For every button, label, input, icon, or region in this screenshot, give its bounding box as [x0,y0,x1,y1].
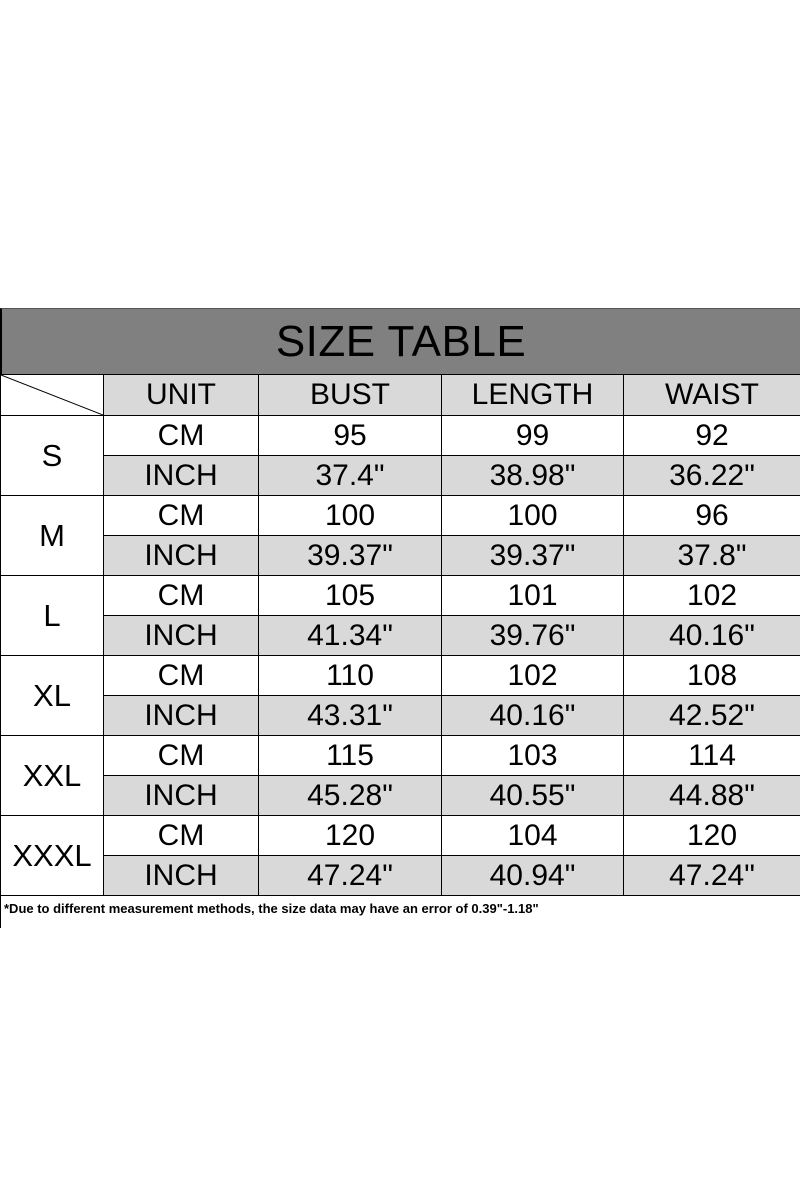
unit-cell: INCH [103,455,259,496]
value-cell: 37.4" [258,455,442,496]
unit-cell: INCH [103,615,259,656]
value-cell: 95 [258,415,442,456]
unit-cell: CM [103,575,259,616]
table-row-cm: L CM 105 101 102 [0,575,800,656]
value-cell: 102 [441,655,624,696]
value-cell: 92 [623,415,800,456]
value-cell: 41.34" [258,615,442,656]
corner-cell [0,374,104,416]
table-row-inch: INCH 47.24" 40.94" 47.24" [1,855,800,896]
value-cell: 39.37" [441,535,624,576]
unit-cell: INCH [103,855,259,896]
size-label: XL [0,655,104,736]
value-cell: 120 [258,815,442,856]
value-cell: 103 [441,735,624,776]
measurement-note: *Due to different measurement methods, t… [0,896,800,928]
size-label: XXL [0,735,104,816]
size-label: S [0,415,104,496]
size-table: UNIT BUST LENGTH WAIST S CM 95 99 92 INCH 37.4… [0,374,800,896]
value-cell: 99 [441,415,624,456]
unit-cell: CM [103,735,259,776]
value-cell: 38.98" [441,455,624,496]
value-cell: 114 [623,735,800,776]
size-label: M [0,495,104,576]
table-row-cm: M CM 100 100 96 [0,495,800,576]
unit-cell: CM [103,415,259,456]
value-cell: 40.16" [441,695,624,736]
unit-cell: INCH [103,695,259,736]
value-cell: 36.22" [623,455,800,496]
value-cell: 40.16" [623,615,800,656]
table-row-cm: XXXL CM 120 104 120 [0,815,800,896]
value-cell: 100 [258,495,442,536]
table-row-cm: XL CM 110 102 108 [0,655,800,736]
value-cell: 105 [258,575,442,616]
value-cell: 43.31" [258,695,442,736]
table-row-inch: INCH 37.4" 38.98" 36.22" [1,455,800,496]
value-cell: 102 [623,575,800,616]
value-cell: 96 [623,495,800,536]
table-title: SIZE TABLE [0,308,800,374]
unit-cell: INCH [103,775,259,816]
table-row-inch: INCH 43.31" 40.16" 42.52" [1,695,800,736]
table-row-cm: S CM 95 99 92 [0,415,800,496]
header-unit: UNIT [103,374,259,416]
unit-cell: CM [103,815,259,856]
header-waist: WAIST [623,374,800,416]
unit-cell: INCH [103,535,259,576]
size-label: L [0,575,104,656]
value-cell: 37.8" [623,535,800,576]
unit-cell: CM [103,495,259,536]
header-length: LENGTH [441,374,624,416]
table-row-inch: INCH 39.37" 39.37" 37.8" [1,535,800,576]
header-bust: BUST [258,374,442,416]
size-label: XXXL [0,815,104,896]
value-cell: 42.52" [623,695,800,736]
value-cell: 40.55" [441,775,624,816]
value-cell: 108 [623,655,800,696]
value-cell: 45.28" [258,775,442,816]
table-row-cm: XXL CM 115 103 114 [0,735,800,816]
value-cell: 47.24" [258,855,442,896]
value-cell: 40.94" [441,855,624,896]
header-row: UNIT BUST LENGTH WAIST [0,374,800,416]
unit-cell: CM [103,655,259,696]
value-cell: 104 [441,815,624,856]
value-cell: 100 [441,495,624,536]
table-row-inch: INCH 45.28" 40.55" 44.88" [1,775,800,816]
value-cell: 39.37" [258,535,442,576]
value-cell: 120 [623,815,800,856]
value-cell: 39.76" [441,615,624,656]
value-cell: 47.24" [623,855,800,896]
value-cell: 44.88" [623,775,800,816]
value-cell: 115 [258,735,442,776]
size-chart: SIZE TABLE UNIT BUST LENGTH WAIST S CM 95 9… [0,308,800,928]
value-cell: 110 [258,655,442,696]
value-cell: 101 [441,575,624,616]
table-row-inch: INCH 41.34" 39.76" 40.16" [1,615,800,656]
